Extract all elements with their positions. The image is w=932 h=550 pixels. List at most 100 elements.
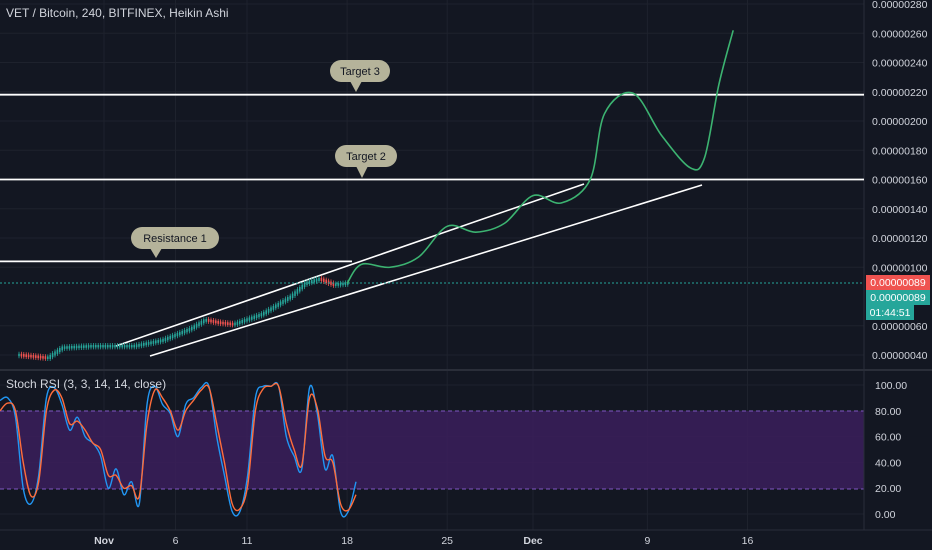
price-tick-label: 0.00000260 [872, 28, 928, 40]
candle-body [236, 321, 239, 325]
candle-body [246, 318, 248, 322]
candle-body [344, 282, 347, 286]
price-tick-label: 0.00000240 [872, 58, 928, 70]
candle-body [59, 347, 61, 353]
callout-pointer [150, 248, 162, 258]
candle-body [176, 332, 179, 337]
price-axis[interactable]: 0.00000280 0.00000260 0.00000240 0.00000220… [872, 0, 928, 362]
candle-body [47, 356, 49, 359]
candle-body [205, 318, 207, 322]
candle-body [275, 304, 277, 309]
candle-body [203, 319, 205, 324]
candle-body [253, 315, 255, 319]
price-tick-label: 0.00000160 [872, 175, 928, 187]
time-tick-label: 11 [242, 535, 253, 547]
candle-body [30, 354, 32, 358]
time-tick-label: Nov [94, 535, 114, 547]
candle-body [263, 311, 265, 316]
candle-body [258, 313, 260, 318]
candle-body [234, 322, 236, 326]
candle-body [157, 339, 159, 343]
rsi-overbought-oversold-band [0, 411, 864, 489]
callout-label: Target 2 [346, 151, 386, 163]
candle-body [32, 355, 35, 358]
rsi-tick-label: 60.00 [875, 432, 901, 444]
price-tick-label: 0.00000220 [872, 87, 928, 99]
stoch-rsi-k-line[interactable] [0, 381, 357, 518]
candle-body [44, 356, 47, 359]
candle-body [145, 342, 147, 346]
candle-body [323, 278, 325, 282]
candle-body [111, 345, 114, 348]
callout-pointer [350, 81, 362, 92]
candle-body [107, 345, 109, 348]
indicator-title: Stoch RSI (3, 3, 14, 14, close) [6, 377, 167, 391]
candle-body [342, 282, 344, 286]
candle-body [35, 355, 37, 358]
candle-body [296, 289, 299, 294]
annotation-callout[interactable]: Target 2 [335, 145, 397, 178]
candle-body [186, 328, 188, 333]
candle-body [289, 295, 291, 300]
candle-body [68, 346, 71, 349]
candle-body [174, 333, 176, 338]
candle-body [54, 351, 56, 356]
time-axis[interactable]: Nov 6 11 18 25 Dec 9 16 [94, 535, 753, 547]
candle-body [224, 322, 227, 325]
candle-body [138, 343, 140, 347]
candle-body [212, 319, 215, 323]
candle-body [61, 346, 63, 351]
ascending-channel [115, 183, 703, 357]
price-tick-label: 0.00000140 [872, 204, 928, 216]
candle-body [219, 321, 222, 325]
channel-lower-line[interactable] [149, 184, 703, 357]
time-tick-label: 9 [644, 535, 650, 547]
candle-body [18, 353, 20, 357]
candle-body [87, 345, 90, 348]
rsi-tick-label: 40.00 [875, 457, 901, 469]
annotation-callout[interactable]: Target 3 [330, 60, 390, 92]
candle-body [135, 344, 138, 348]
channel-upper-line[interactable] [115, 183, 585, 347]
candle-body [315, 278, 318, 282]
candle-body [294, 291, 296, 296]
candle-body [265, 310, 267, 315]
rsi-axis[interactable]: 100.00 80.00 60.00 40.00 20.00 0.00 [875, 380, 907, 521]
candle-body [167, 336, 169, 341]
candle-body [231, 322, 234, 326]
projection-path[interactable] [346, 30, 734, 284]
candle-body [267, 308, 270, 313]
candle-body [287, 297, 289, 301]
candle-body [282, 300, 284, 304]
callout-bubble [335, 145, 397, 167]
price-tick-label: 0.00000120 [872, 233, 928, 245]
candle-body [97, 345, 99, 348]
candle-body [195, 323, 198, 328]
candle-body [90, 345, 92, 348]
rsi-tick-label: 20.00 [875, 483, 901, 495]
price-tick-label: 0.00000180 [872, 145, 928, 157]
candle-body [39, 355, 42, 359]
candle-body [318, 277, 320, 281]
candle-body [325, 279, 327, 283]
last-price-badge-2 [866, 290, 930, 305]
price-tick-label: 0.00000200 [872, 116, 928, 128]
rsi-tick-label: 0.00 [875, 509, 896, 521]
annotation-callout[interactable]: Resistance 1 [131, 227, 219, 258]
candle-body [116, 345, 119, 348]
candle-body [169, 335, 171, 340]
candle-body [56, 349, 59, 354]
price-tick-label: 0.00000060 [872, 321, 928, 333]
candle-body [313, 279, 315, 283]
candle-body [330, 281, 332, 285]
candle-body [147, 341, 150, 345]
candle-body [49, 354, 51, 359]
candle-body [299, 286, 301, 292]
countdown-label: 01:44:51 [870, 307, 911, 319]
candle-body [179, 331, 181, 336]
stoch-rsi-d-line[interactable] [0, 382, 357, 512]
candle-body [140, 343, 143, 347]
time-tick-label: 18 [341, 535, 353, 547]
last-price-badge-1 [866, 275, 930, 290]
